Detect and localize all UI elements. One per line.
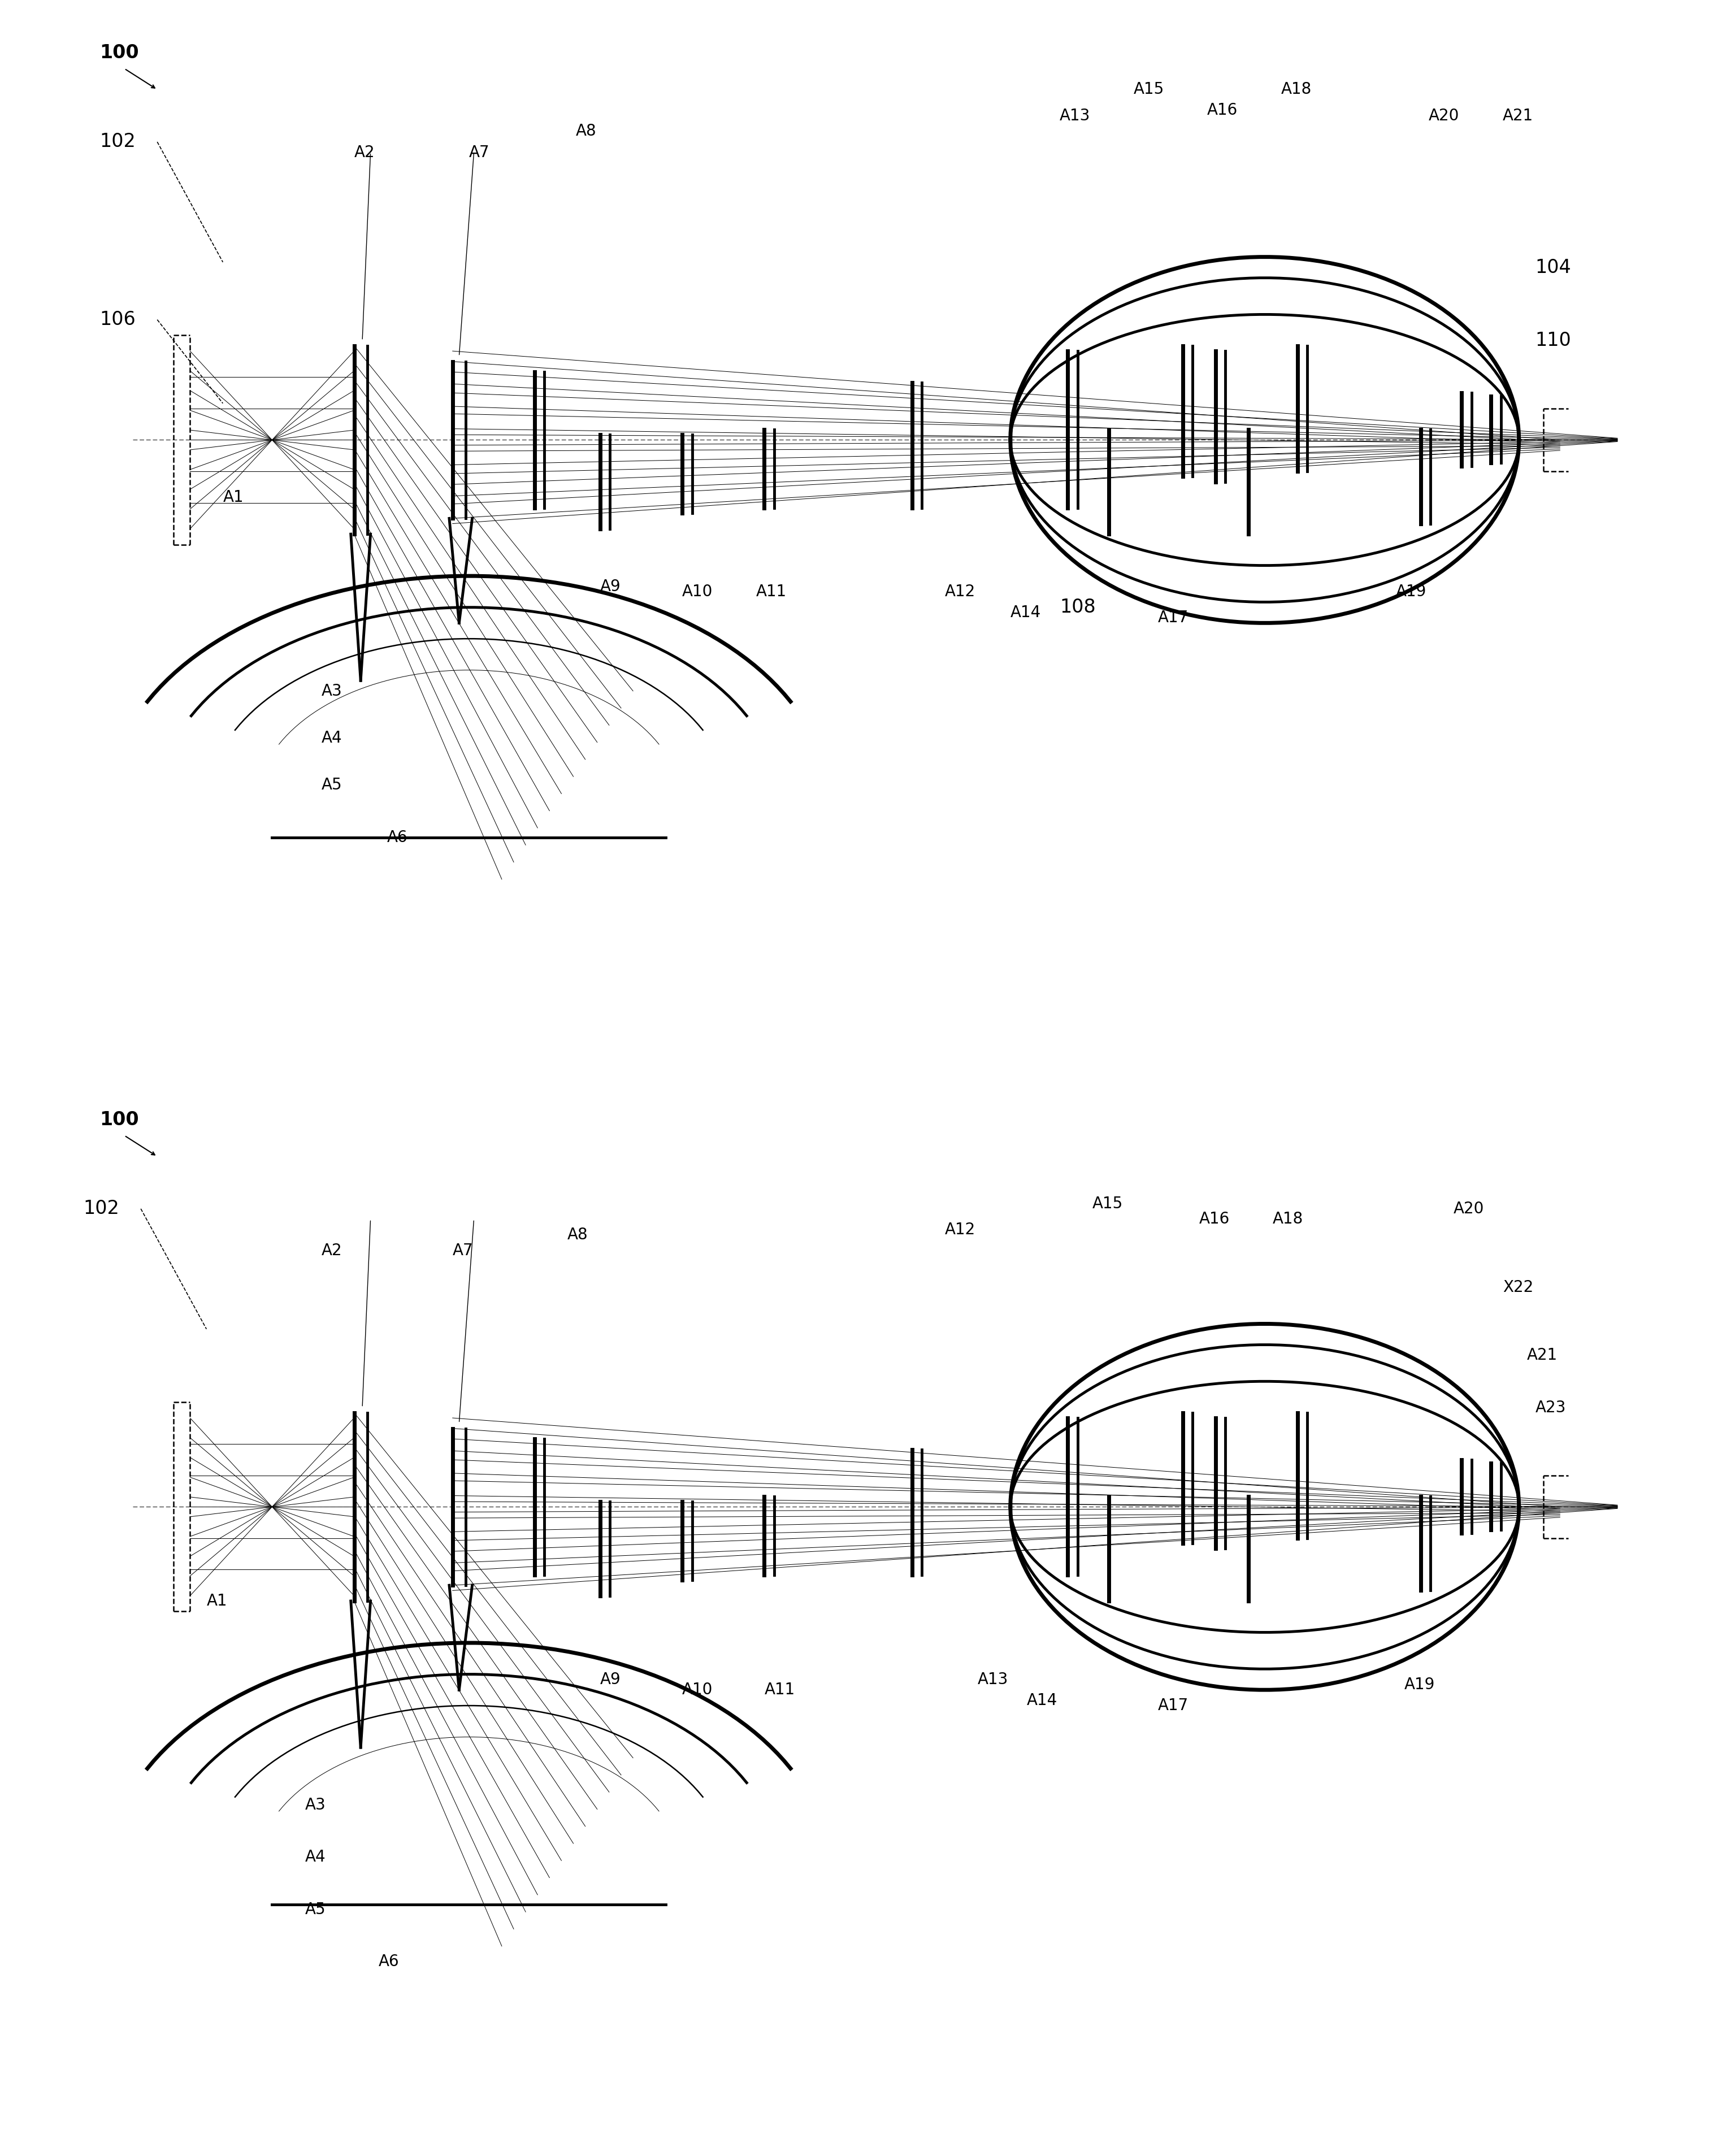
Text: A3: A3 (304, 1798, 326, 1813)
Text: A10: A10 (682, 1682, 713, 1697)
Text: A15: A15 (1133, 82, 1164, 97)
Text: A8: A8 (567, 1227, 588, 1242)
Text: A6: A6 (386, 830, 408, 845)
Text: A8: A8 (576, 123, 596, 140)
Text: A10: A10 (682, 584, 713, 599)
Text: 110: 110 (1535, 332, 1571, 349)
Text: 104: 104 (1535, 259, 1571, 276)
Text: A16: A16 (1207, 103, 1237, 119)
Text: 102: 102 (84, 1199, 120, 1218)
Text: A13: A13 (1060, 108, 1090, 123)
Text: 108: 108 (1060, 597, 1095, 617)
Text: A1: A1 (222, 489, 244, 505)
Text: A1: A1 (207, 1593, 227, 1608)
Text: A6: A6 (379, 1953, 400, 1971)
Text: A19: A19 (1405, 1677, 1436, 1692)
Text: A12: A12 (945, 584, 976, 599)
Text: A4: A4 (321, 731, 342, 746)
Text: A14: A14 (1027, 1692, 1058, 1708)
Text: 100: 100 (99, 43, 138, 63)
Text: A20: A20 (1453, 1201, 1483, 1216)
Text: A14: A14 (1010, 604, 1041, 621)
Text: A23: A23 (1535, 1399, 1565, 1414)
Text: A7: A7 (453, 1242, 473, 1259)
Text: 102: 102 (99, 132, 137, 151)
Text: A11: A11 (755, 584, 786, 599)
Text: 106: 106 (99, 310, 135, 330)
Text: A3: A3 (321, 683, 342, 699)
Text: 100: 100 (99, 1110, 138, 1130)
Text: A2: A2 (354, 144, 374, 160)
Text: A15: A15 (1092, 1197, 1123, 1212)
Text: A11: A11 (764, 1682, 795, 1697)
Text: A12: A12 (945, 1222, 976, 1238)
Text: A4: A4 (304, 1850, 326, 1865)
Text: A9: A9 (600, 1671, 620, 1688)
Text: A5: A5 (321, 776, 342, 793)
Text: A19: A19 (1396, 584, 1427, 599)
Text: A21: A21 (1528, 1348, 1559, 1363)
Text: A17: A17 (1159, 1697, 1189, 1714)
Text: A5: A5 (304, 1902, 326, 1917)
Text: X22: X22 (1502, 1279, 1533, 1296)
Text: A21: A21 (1502, 108, 1533, 123)
Text: A20: A20 (1429, 108, 1459, 123)
Text: A18: A18 (1282, 82, 1313, 97)
Text: A9: A9 (600, 578, 620, 595)
Text: A17: A17 (1159, 610, 1189, 625)
Text: A2: A2 (321, 1242, 342, 1259)
Text: A16: A16 (1200, 1212, 1230, 1227)
Text: A13: A13 (978, 1671, 1008, 1688)
Text: A18: A18 (1273, 1212, 1304, 1227)
Text: A7: A7 (468, 144, 490, 160)
